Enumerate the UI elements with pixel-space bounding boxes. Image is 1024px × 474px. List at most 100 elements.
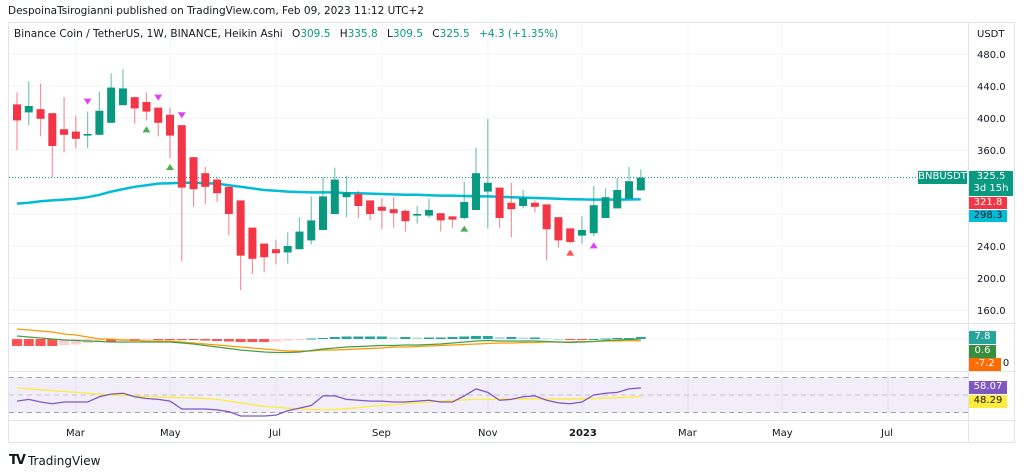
candle-body xyxy=(377,206,386,211)
low-value: 309.5 xyxy=(392,28,423,40)
last-price: 325.5 xyxy=(976,171,1006,182)
macd-histogram-bar xyxy=(423,337,434,339)
candle-body xyxy=(224,186,233,214)
candle-body xyxy=(236,200,245,256)
sell-signal-icon xyxy=(177,112,186,119)
macd-histogram-bar xyxy=(412,337,423,339)
macd-histogram-bar xyxy=(624,338,635,339)
macd-histogram-bar xyxy=(270,339,281,342)
macd-histogram-bar xyxy=(600,338,611,340)
price-tick: 440.0 xyxy=(977,82,1006,93)
brand-name: TradingView xyxy=(27,453,101,468)
macd-histogram-bar xyxy=(35,339,46,346)
macd-histogram-bar xyxy=(165,339,176,340)
rsi-line xyxy=(16,387,641,417)
candle-body xyxy=(483,182,492,192)
macd-histogram-bar xyxy=(200,339,211,341)
candle-body xyxy=(601,197,610,218)
candle-body xyxy=(83,134,92,136)
tradingview-logo[interactable]: TV TradingView xyxy=(9,453,100,468)
macd-histogram-bar xyxy=(59,339,70,345)
candle-body xyxy=(401,210,410,222)
time-tick: Sep xyxy=(372,428,391,439)
time-tick: 2023 xyxy=(569,428,597,439)
symbol-legend[interactable]: Binance Coin / TetherUS, 1W, BINANCE, He… xyxy=(14,28,558,40)
candle-body xyxy=(495,187,504,218)
candle-body xyxy=(577,230,586,236)
high-label: H xyxy=(339,28,348,40)
rsi-tag: 58.07 xyxy=(969,381,1007,394)
macd-histogram-bar xyxy=(223,339,234,342)
low-label: L xyxy=(387,28,393,40)
publisher-line: DespoinaTsirogianni published on Trading… xyxy=(8,5,424,17)
candle-body xyxy=(24,106,33,113)
candle-body xyxy=(389,209,398,214)
open-label: O xyxy=(292,28,301,40)
macd-histogram-bar xyxy=(259,339,270,342)
macd-pane xyxy=(9,328,968,354)
macd-histogram-bar xyxy=(388,337,399,339)
candle-body xyxy=(413,214,422,216)
macd-histogram-bar xyxy=(306,338,317,340)
rsi-pane xyxy=(9,377,968,417)
high-value: 335.8 xyxy=(347,28,378,40)
buy-signal-icon xyxy=(566,249,575,256)
candle-body xyxy=(177,125,186,188)
rsi-ma-tag: 48.29 xyxy=(969,395,1007,408)
macd-histogram-bar xyxy=(612,338,623,339)
macd-histogram-bar xyxy=(588,339,599,340)
candle-body xyxy=(589,205,598,234)
candle-body xyxy=(95,110,104,135)
macd-histogram-bar xyxy=(12,339,22,346)
macd-histogram-bar xyxy=(329,337,340,339)
macd-histogram-bar xyxy=(565,339,576,340)
red-price-tag: 321.8 xyxy=(969,197,1007,209)
tradingview-logo-icon: TV xyxy=(9,453,26,468)
close-value: 325.5 xyxy=(439,28,470,40)
ema-price-tag: 298.3 xyxy=(969,210,1007,222)
candle-body xyxy=(48,113,57,146)
price-tick: 360.0 xyxy=(977,146,1006,157)
macd-histogram-bar xyxy=(482,336,493,339)
candle-body xyxy=(213,179,222,194)
macd-histogram-bar xyxy=(188,339,199,340)
macd-signal-tag: -7.2 xyxy=(969,358,1001,371)
macd-signal-line xyxy=(16,328,641,352)
macd-line-tag: 0.6 xyxy=(969,345,996,358)
time-tick: May xyxy=(160,428,181,439)
candle-body xyxy=(330,179,339,214)
time-tick: Jul xyxy=(268,428,281,439)
macd-histogram-bar xyxy=(518,337,529,339)
candle-body xyxy=(436,213,445,221)
macd-histogram-bar xyxy=(635,337,646,339)
candle-body xyxy=(142,102,151,112)
macd-histogram-bar xyxy=(341,336,352,339)
macd-line xyxy=(16,335,641,354)
candle-body xyxy=(36,109,45,119)
buy-signal-icon xyxy=(142,126,151,133)
candle-body xyxy=(342,192,351,198)
macd-histogram-bar xyxy=(153,339,164,340)
macd-histogram-bar xyxy=(141,339,152,340)
candle-body xyxy=(530,202,539,207)
candle-body xyxy=(460,202,469,218)
macd-histogram-bar xyxy=(23,339,34,346)
macd-histogram-bar xyxy=(365,336,376,339)
macd-histogram-bar xyxy=(376,336,387,339)
candle-body xyxy=(248,227,257,259)
price-tick: 480.0 xyxy=(977,50,1006,61)
change-value: +4.3 (+1.35%) xyxy=(479,28,559,40)
macd-histogram-bar xyxy=(506,337,517,339)
macd-histogram-bar xyxy=(318,338,329,339)
macd-zero-tick: 0 xyxy=(1002,358,1010,369)
candle-body xyxy=(424,210,433,216)
candle-body xyxy=(354,194,363,206)
candle-body xyxy=(625,181,634,199)
macd-histogram-bar xyxy=(70,339,81,345)
macd-histogram-bar xyxy=(353,336,364,339)
last-price-tag: 325.5 3d 15h xyxy=(969,171,1013,196)
symbol-title: Binance Coin / TetherUS, 1W, BINANCE, He… xyxy=(14,28,283,40)
candle-body xyxy=(13,104,21,121)
price-axis-currency: USDT xyxy=(977,29,1005,40)
